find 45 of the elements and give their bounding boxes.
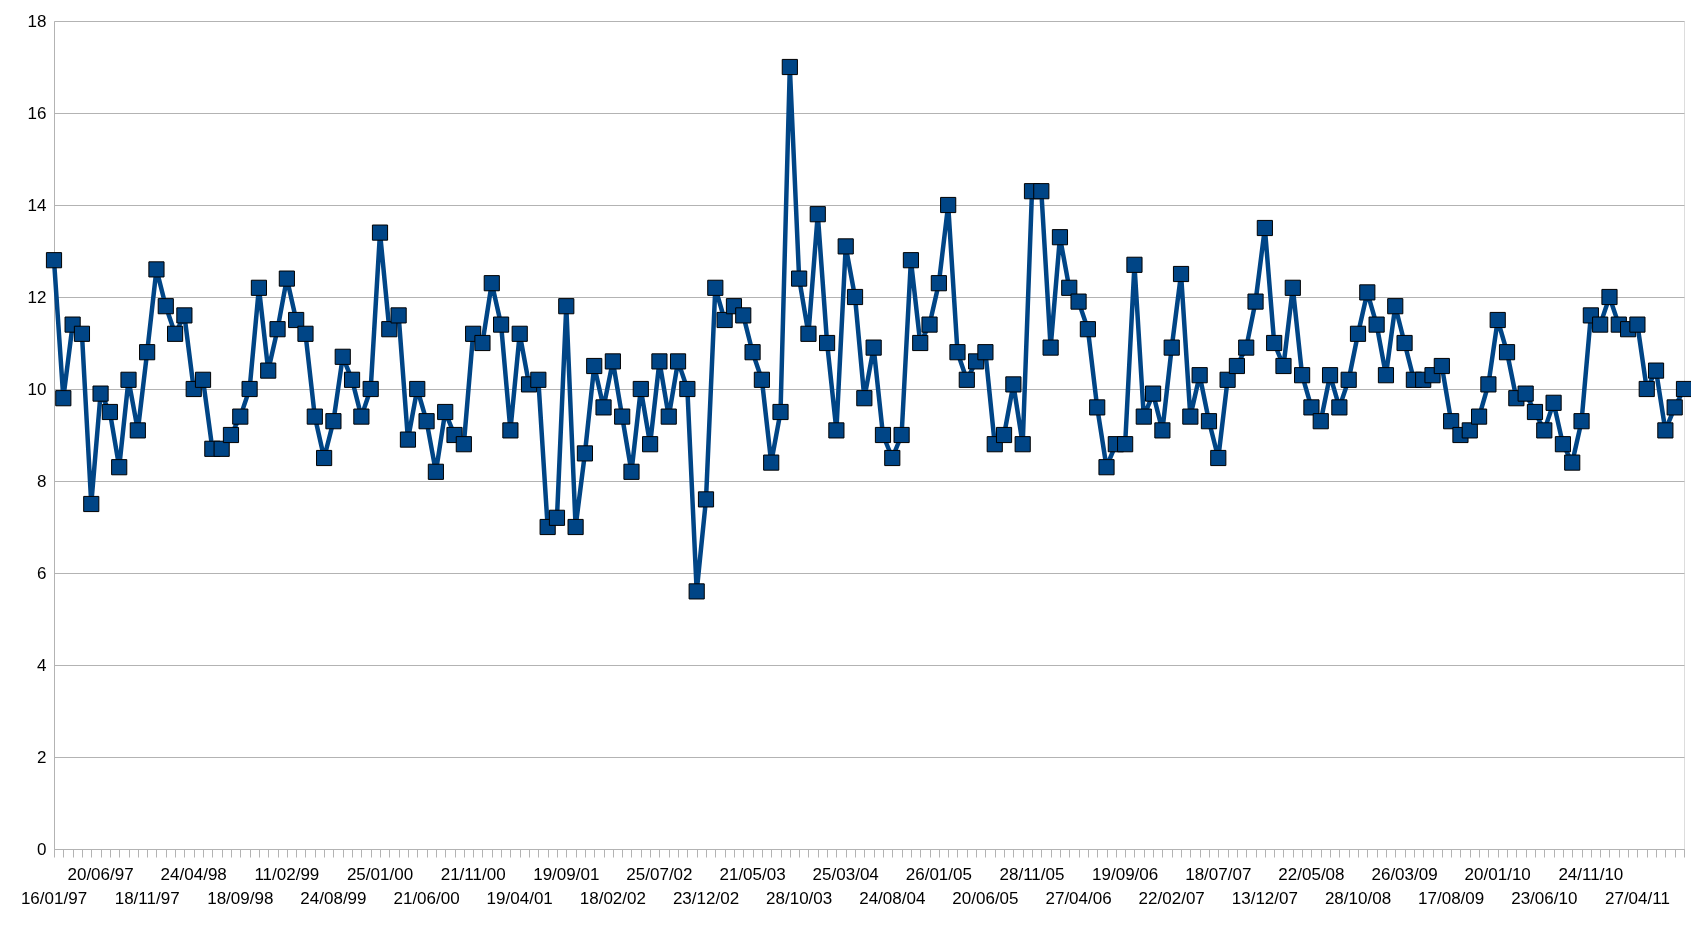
- y-tick-label: 8: [37, 471, 47, 491]
- x-tick-label: 23/12/02: [672, 889, 740, 908]
- y-tick-label: 18: [27, 11, 47, 31]
- x-tick-label: 20/06/05: [952, 889, 1019, 908]
- y-tick-label: 14: [27, 195, 47, 215]
- x-tick-label: 22/05/08: [1278, 865, 1345, 884]
- x-tick-label: 27/04/06: [1045, 889, 1112, 908]
- x-tick-label: 28/10/08: [1324, 889, 1392, 908]
- x-tick-label: 22/02/07: [1138, 889, 1205, 908]
- y-tick-label: 6: [37, 563, 47, 583]
- x-tick-label: 25/03/04: [812, 865, 879, 884]
- x-tick-label: 20/06/97: [67, 865, 134, 884]
- x-tick-label: 28/11/05: [999, 865, 1065, 884]
- x-tick-label: 26/03/09: [1371, 865, 1438, 884]
- x-tick-label: 24/11/10: [1558, 865, 1624, 884]
- y-tick-label: 2: [37, 747, 47, 767]
- x-tick-label: 13/12/07: [1231, 889, 1298, 908]
- x-tick-label: 17/08/09: [1418, 889, 1485, 908]
- x-tick-label: 28/10/03: [766, 889, 833, 908]
- y-tick-label: 4: [37, 655, 47, 675]
- y-tick-label: 16: [27, 103, 47, 123]
- x-tick-label: 16/01/97: [20, 889, 88, 908]
- x-tick-label: 24/08/04: [859, 889, 926, 908]
- x-tick-label: 19/09/06: [1092, 865, 1159, 884]
- x-tick-label: 23/06/10: [1511, 889, 1578, 908]
- x-tick-label: 18/02/02: [579, 889, 646, 908]
- x-tick-label: 24/08/99: [300, 889, 367, 908]
- x-tick-label: 18/07/07: [1185, 865, 1252, 884]
- x-tick-label: 19/04/01: [486, 889, 553, 908]
- x-tick-label: 21/05/03: [719, 865, 786, 884]
- x-tick-label: 24/04/98: [160, 865, 227, 884]
- x-tick-label: 18/11/97: [114, 889, 180, 908]
- x-tick-label: 25/07/02: [626, 865, 693, 884]
- y-tick-label: 12: [27, 287, 47, 307]
- x-tick-label: 20/01/10: [1464, 865, 1531, 884]
- x-tick-label: 11/02/99: [254, 865, 320, 884]
- x-tick-label: 26/01/05: [905, 865, 972, 884]
- x-tick-label: 18/09/98: [207, 889, 274, 908]
- x-tick-label: 25/01/00: [346, 865, 414, 884]
- x-tick-label: 21/06/00: [393, 889, 460, 908]
- x-tick-label: 19/09/01: [533, 865, 600, 884]
- y-tick-label: 10: [27, 379, 47, 399]
- x-tick-label: 27/04/11: [1604, 889, 1670, 908]
- y-tick-label: 0: [37, 839, 47, 859]
- x-tick-label: 21/11/00: [440, 865, 506, 884]
